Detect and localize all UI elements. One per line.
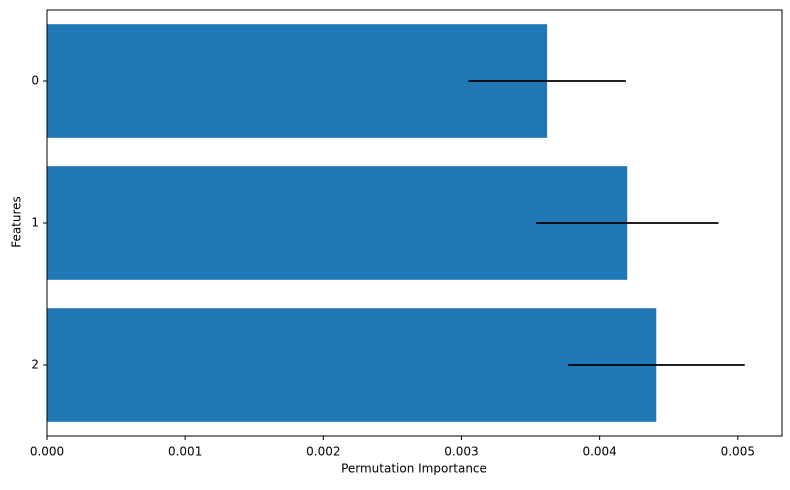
bar [47,308,657,422]
x-tick-label: 0.005 [721,445,755,459]
x-tick-label: 0.002 [306,445,340,459]
bar [47,24,548,138]
x-axis-label: Permutation Importance [341,462,487,476]
y-tick-label: 2 [31,358,39,372]
y-tick-label: 1 [31,216,39,230]
y-axis-label: Features [10,196,24,248]
x-tick-label: 0.004 [582,445,616,459]
x-tick-label: 0.001 [168,445,202,459]
bar [47,166,628,280]
y-tick-label: 0 [31,74,39,88]
x-tick-label: 0.003 [444,445,478,459]
plot-frame [46,9,783,437]
x-tick-label: 0.000 [30,445,64,459]
